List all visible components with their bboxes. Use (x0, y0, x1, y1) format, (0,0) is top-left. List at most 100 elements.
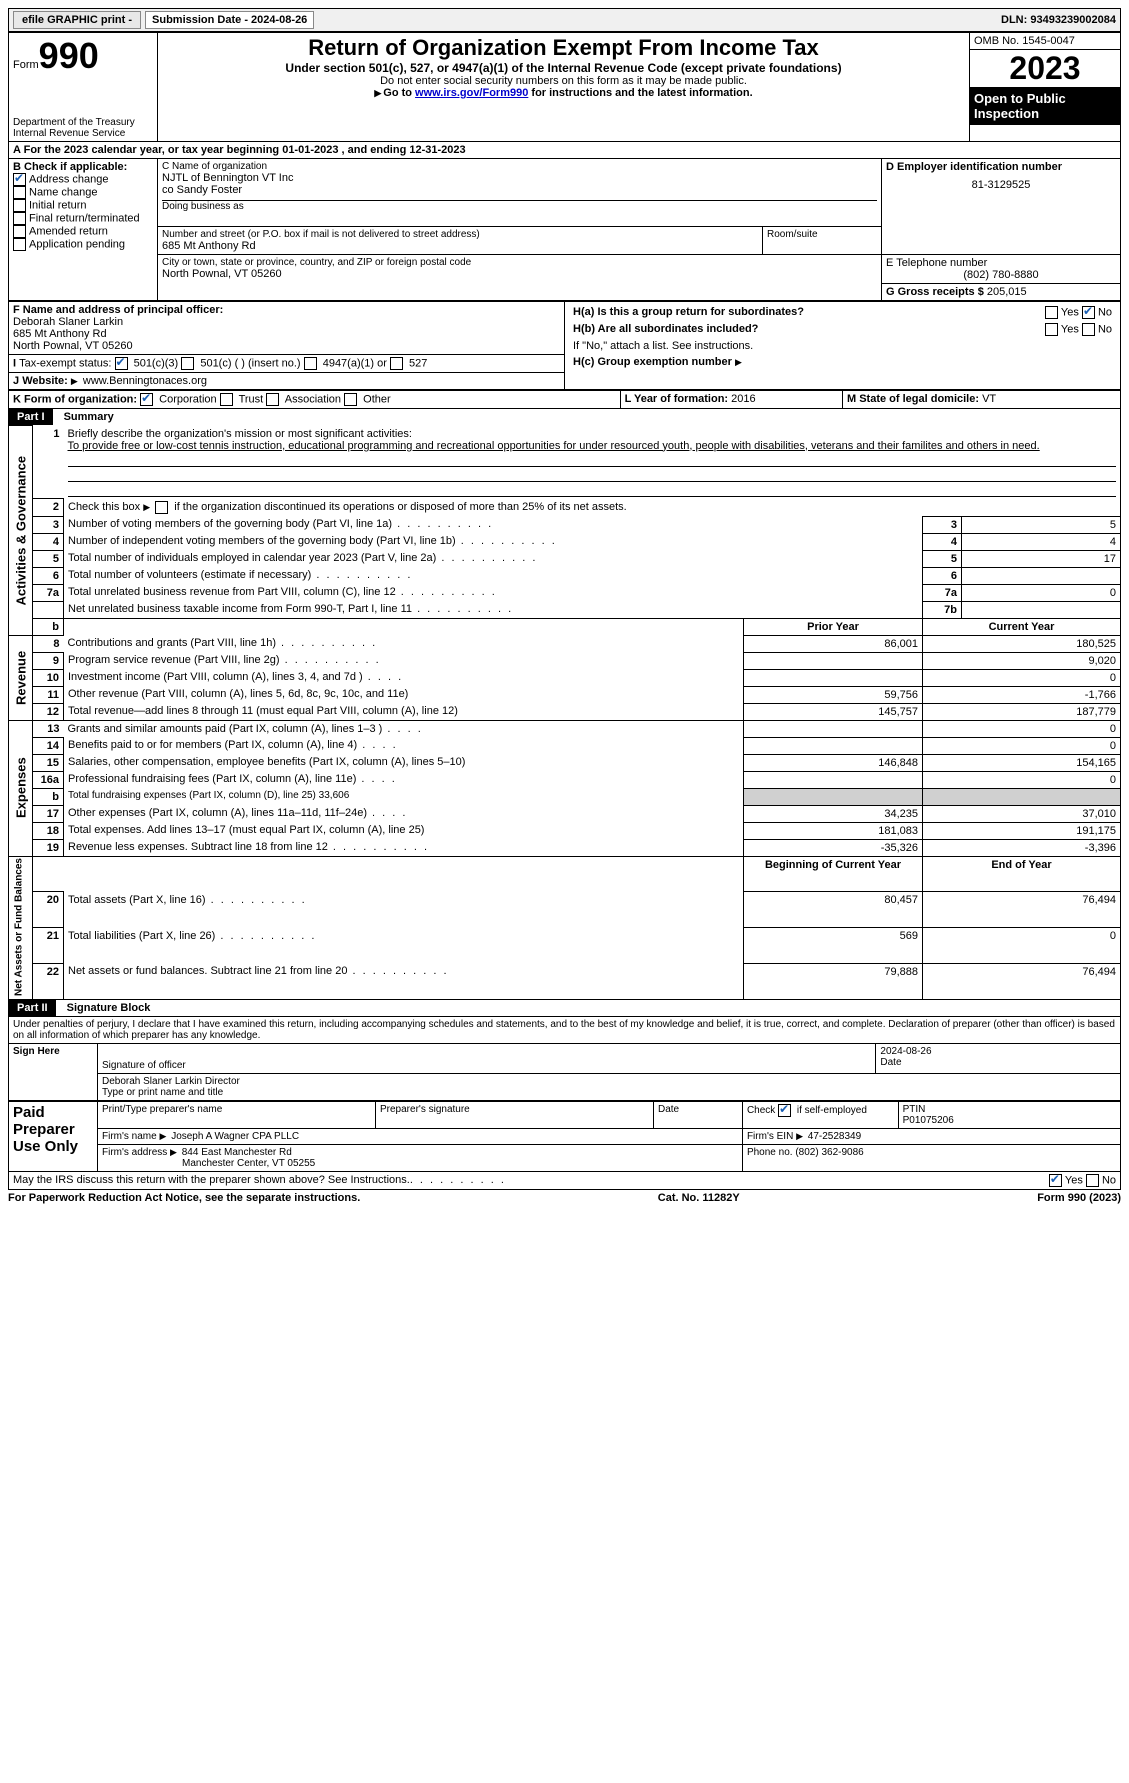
line16a-label: Professional fundraising fees (Part IX, … (64, 771, 744, 788)
line18-label: Total expenses. Add lines 13–17 (must eq… (64, 822, 744, 839)
footer-right: Form 990 (2023) (1037, 1192, 1121, 1204)
submission-date: Submission Date - 2024-08-26 (145, 11, 314, 29)
line10-prior (744, 669, 923, 686)
officer-name-title: Deborah Slaner Larkin Director (102, 1076, 1116, 1087)
omb-number: OMB No. 1545-0047 (970, 33, 1120, 50)
line8-label: Contributions and grants (Part VIII, lin… (64, 635, 744, 652)
line9-label: Program service revenue (Part VIII, line… (64, 652, 744, 669)
discuss-label: May the IRS discuss this return with the… (13, 1174, 410, 1187)
box-c-name-label: C Name of organization (162, 161, 877, 172)
klm-table: K Form of organization: Corporation Trus… (8, 390, 1121, 409)
line12-current: 187,779 (923, 703, 1121, 720)
irs-label: Internal Revenue Service (13, 128, 153, 139)
begin-year-header: Beginning of Current Year (744, 856, 923, 892)
hb-yes-checkbox[interactable] (1045, 323, 1058, 336)
line12-label: Total revenue—add lines 8 through 11 (mu… (64, 703, 744, 720)
h-b-label: H(b) Are all subordinates included? (573, 323, 758, 335)
part2-header: Part II (9, 1000, 56, 1016)
org-info-table: B Check if applicable: Address change Na… (8, 158, 1121, 301)
line6-value (962, 567, 1121, 584)
checkbox-name-change[interactable]: Name change (13, 186, 153, 199)
form-header-table: Form990 Department of the Treasury Inter… (8, 32, 1121, 142)
line2-checkbox[interactable] (155, 501, 168, 514)
phone-label: Phone no. (747, 1147, 793, 1158)
checkbox-amended-return[interactable]: Amended return (13, 225, 153, 238)
box-e-label: E Telephone number (886, 257, 1116, 269)
footer-left: For Paperwork Reduction Act Notice, see … (8, 1192, 360, 1204)
dln-label: DLN: 93493239002084 (1001, 14, 1116, 26)
current-year-header: Current Year (923, 618, 1121, 635)
line13-label: Grants and similar amounts paid (Part IX… (64, 720, 744, 737)
section-netassets-label: Net Assets or Fund Balances (9, 856, 33, 999)
firm-ein: 47-2528349 (808, 1131, 861, 1142)
line8-current: 180,525 (923, 635, 1121, 652)
checkbox-initial-return[interactable]: Initial return (13, 199, 153, 212)
assoc-checkbox[interactable] (266, 393, 279, 406)
line4-label: Number of independent voting members of … (64, 533, 923, 550)
box-j-label: Website: (22, 375, 68, 387)
discuss-yes-checkbox[interactable] (1049, 1174, 1062, 1187)
tax-year: 2023 (1009, 50, 1080, 86)
sig-officer-label: Signature of officer (102, 1060, 871, 1071)
firm-addr1: 844 East Manchester Rd (182, 1147, 292, 1158)
efile-print-button[interactable]: efile GRAPHIC print - (13, 11, 141, 29)
ha-no-checkbox[interactable] (1082, 306, 1095, 319)
city-label: City or town, state or province, country… (162, 257, 877, 268)
hb-no-checkbox[interactable] (1082, 323, 1095, 336)
self-employed-checkbox[interactable] (778, 1104, 791, 1117)
year-formation: 2016 (731, 393, 755, 405)
end-year-header: End of Year (923, 856, 1121, 892)
irs-link[interactable]: www.irs.gov/Form990 (415, 87, 528, 99)
trust-checkbox[interactable] (220, 393, 233, 406)
perjury-text: Under penalties of perjury, I declare th… (8, 1017, 1121, 1043)
line11-current: -1,766 (923, 686, 1121, 703)
other-checkbox[interactable] (344, 393, 357, 406)
checkbox-address-change[interactable]: Address change (13, 173, 153, 186)
box-g-label: G Gross receipts $ (886, 286, 984, 298)
ha-yes-checkbox[interactable] (1045, 306, 1058, 319)
line7b-label: Net unrelated business taxable income fr… (64, 601, 923, 618)
sig-date: 2024-08-26 (880, 1046, 1116, 1057)
line22-end: 76,494 (923, 963, 1121, 999)
501c-checkbox[interactable] (181, 357, 194, 370)
line15-prior: 146,848 (744, 754, 923, 771)
officer-addr2: North Pownal, VT 05260 (13, 340, 560, 352)
form-number: Form990 (13, 35, 153, 77)
line1-text: To provide free or low-cost tennis instr… (68, 440, 1040, 452)
part1-title: Summary (56, 411, 114, 423)
line7b-value (962, 601, 1121, 618)
org-name-2: co Sandy Foster (162, 184, 877, 196)
state-domicile: VT (982, 393, 996, 405)
date-label: Date (880, 1057, 1116, 1068)
firm-addr2: Manchester Center, VT 05255 (102, 1158, 315, 1169)
line5-label: Total number of individuals employed in … (64, 550, 923, 567)
501c3-checkbox[interactable] (115, 357, 128, 370)
discuss-no-checkbox[interactable] (1086, 1174, 1099, 1187)
page-footer: For Paperwork Reduction Act Notice, see … (8, 1190, 1121, 1204)
telephone-value: (802) 780-8880 (886, 269, 1116, 281)
corp-checkbox[interactable] (140, 393, 153, 406)
line17-prior: 34,235 (744, 805, 923, 822)
section-ag-label: Activities & Governance (9, 426, 33, 636)
checkbox-final-return[interactable]: Final return/terminated (13, 212, 153, 225)
h-c-label: H(c) Group exemption number (573, 356, 732, 368)
gross-receipts-value: 205,015 (987, 286, 1027, 298)
h-b-note: If "No," attach a list. See instructions… (569, 338, 1116, 354)
part1-header: Part I (9, 409, 53, 425)
dba-label: Doing business as (162, 201, 877, 212)
form-subtitle-1: Under section 501(c), 527, or 4947(a)(1)… (162, 61, 965, 75)
line16a-prior (744, 771, 923, 788)
line2-text: Check this box Check this box if the org… (68, 501, 627, 513)
sign-here-label: Sign Here (9, 1043, 98, 1100)
box-f-label: F Name and address of principal officer: (13, 304, 560, 316)
checkbox-application-pending[interactable]: Application pending (13, 238, 153, 251)
4947-checkbox[interactable] (304, 357, 317, 370)
527-checkbox[interactable] (390, 357, 403, 370)
line15-label: Salaries, other compensation, employee b… (64, 754, 744, 771)
line20-end: 76,494 (923, 892, 1121, 928)
line4-value: 4 (962, 533, 1121, 550)
line11-label: Other revenue (Part VIII, column (A), li… (64, 686, 744, 703)
line9-current: 9,020 (923, 652, 1121, 669)
dept-treasury: Department of the Treasury (13, 117, 153, 128)
line20-label: Total assets (Part X, line 16) (64, 892, 744, 928)
